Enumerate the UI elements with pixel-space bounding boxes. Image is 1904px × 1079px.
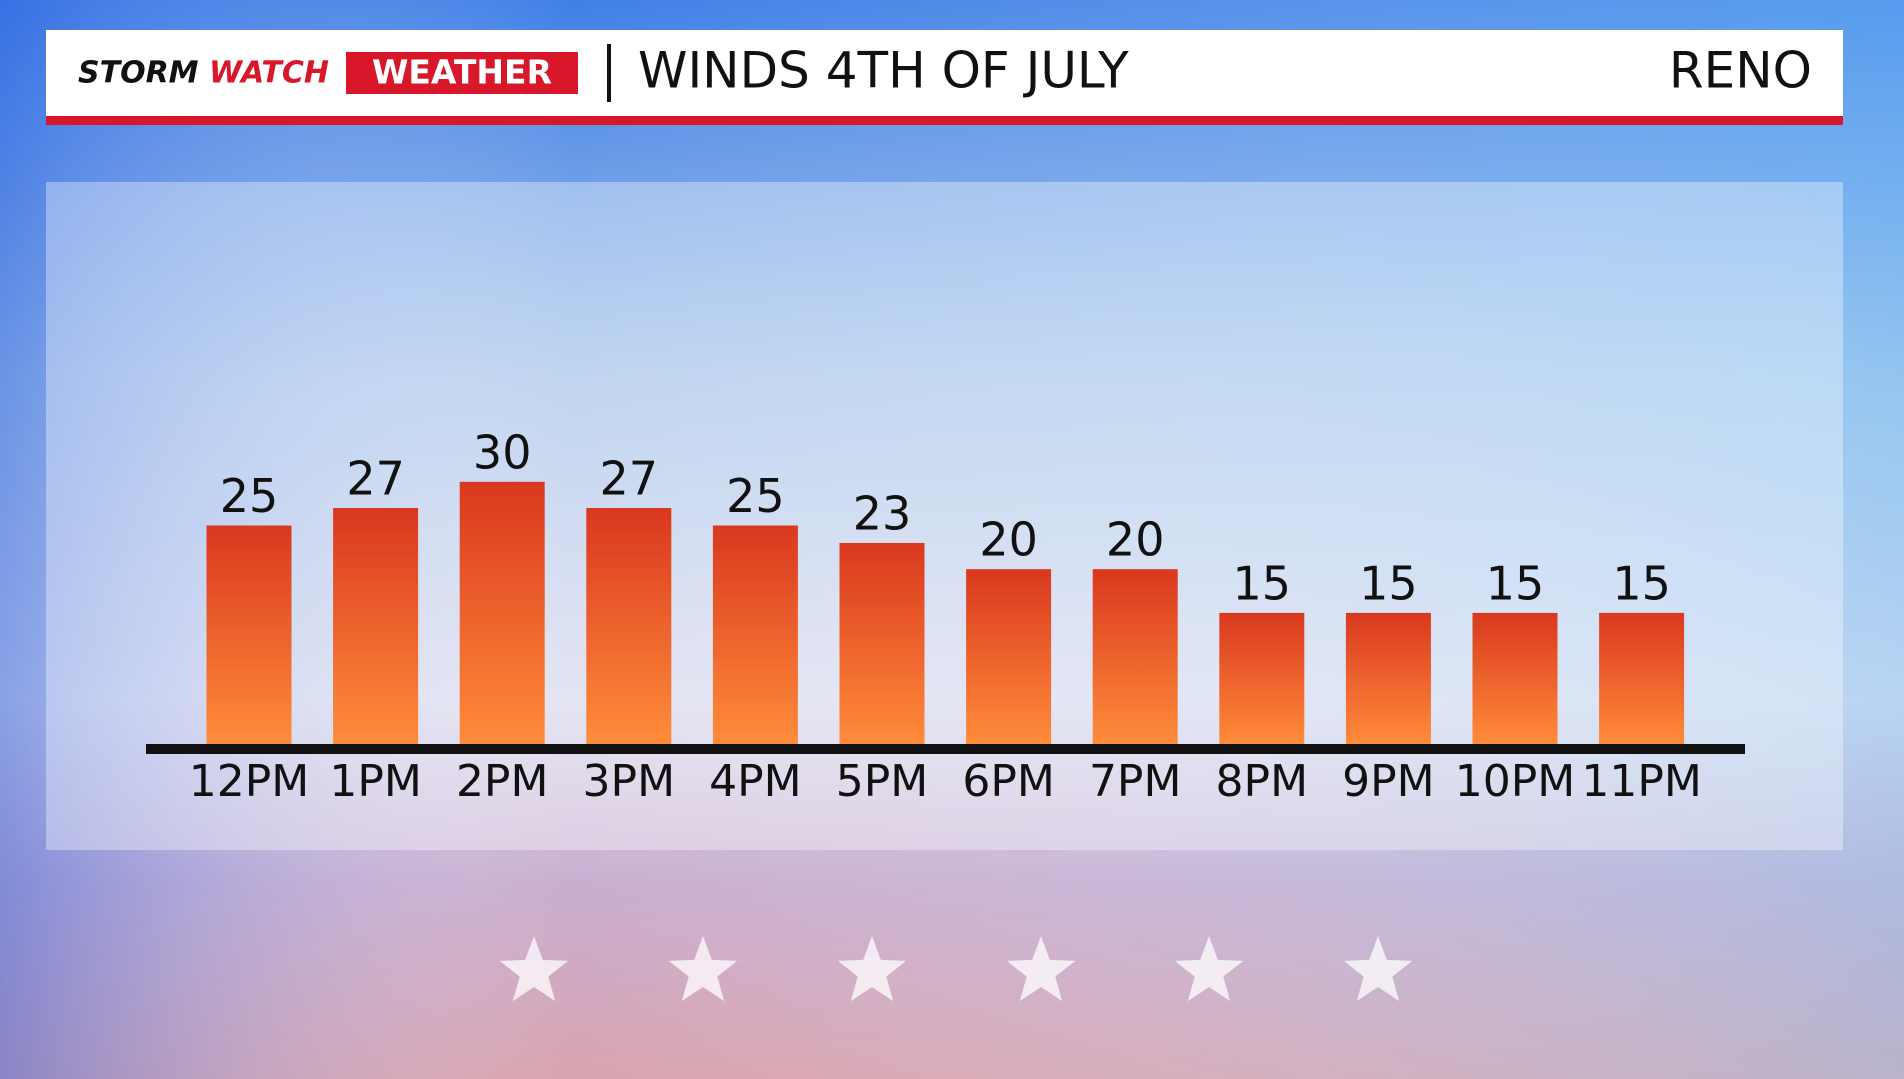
bar bbox=[1092, 569, 1178, 744]
header-stripe bbox=[46, 116, 1843, 125]
value-label: 25 bbox=[220, 469, 279, 523]
bar bbox=[333, 508, 419, 744]
x-tick-label: 4PM bbox=[709, 756, 802, 807]
bar bbox=[459, 481, 545, 744]
value-label: 27 bbox=[346, 452, 405, 506]
badge: WEATHER bbox=[372, 53, 552, 92]
brand-watch: WATCH bbox=[209, 56, 329, 91]
value-label: 15 bbox=[1233, 556, 1292, 610]
bar bbox=[206, 525, 292, 744]
bar bbox=[839, 542, 925, 744]
x-tick-label: 3PM bbox=[583, 756, 676, 807]
baseline bbox=[146, 744, 1745, 754]
bar bbox=[586, 508, 672, 744]
x-tick-label: 10PM bbox=[1455, 756, 1575, 807]
star bbox=[1006, 936, 1076, 1002]
star bbox=[499, 936, 569, 1002]
chart-title: WINDS 4TH OF JULY bbox=[638, 42, 1129, 100]
header-bar bbox=[46, 30, 1843, 118]
stars bbox=[499, 936, 1413, 1002]
x-tick-label: 9PM bbox=[1342, 756, 1435, 807]
value-label: 15 bbox=[1486, 556, 1545, 610]
location: RENO bbox=[1669, 42, 1812, 100]
bar bbox=[966, 569, 1052, 744]
badge-bg bbox=[346, 52, 578, 94]
star bbox=[1174, 936, 1244, 1002]
value-label: 15 bbox=[1612, 556, 1671, 610]
bar bbox=[1345, 612, 1431, 744]
value-label: 30 bbox=[473, 425, 532, 479]
value-label: 20 bbox=[1106, 513, 1165, 567]
x-tick-label: 5PM bbox=[836, 756, 929, 807]
divider bbox=[607, 44, 611, 102]
bar bbox=[712, 525, 798, 744]
x-tick-label: 11PM bbox=[1581, 756, 1701, 807]
x-tick-label: 7PM bbox=[1089, 756, 1182, 807]
value-label: 25 bbox=[726, 469, 785, 523]
x-tick-label: 2PM bbox=[456, 756, 549, 807]
value-label: 15 bbox=[1359, 556, 1418, 610]
x-tick-label: 1PM bbox=[329, 756, 422, 807]
brand-storm: STORM bbox=[78, 56, 199, 91]
bar bbox=[1599, 612, 1685, 744]
star bbox=[668, 936, 738, 1002]
value-label: 27 bbox=[600, 452, 659, 506]
x-tick-label: 8PM bbox=[1216, 756, 1309, 807]
star bbox=[1343, 936, 1413, 1002]
star bbox=[837, 936, 907, 1002]
x-tick-label: 6PM bbox=[962, 756, 1055, 807]
value-label: 20 bbox=[979, 513, 1038, 567]
x-tick-label: 12PM bbox=[189, 756, 309, 807]
bar bbox=[1219, 612, 1305, 744]
value-label: 23 bbox=[853, 486, 912, 540]
bar bbox=[1472, 612, 1558, 744]
